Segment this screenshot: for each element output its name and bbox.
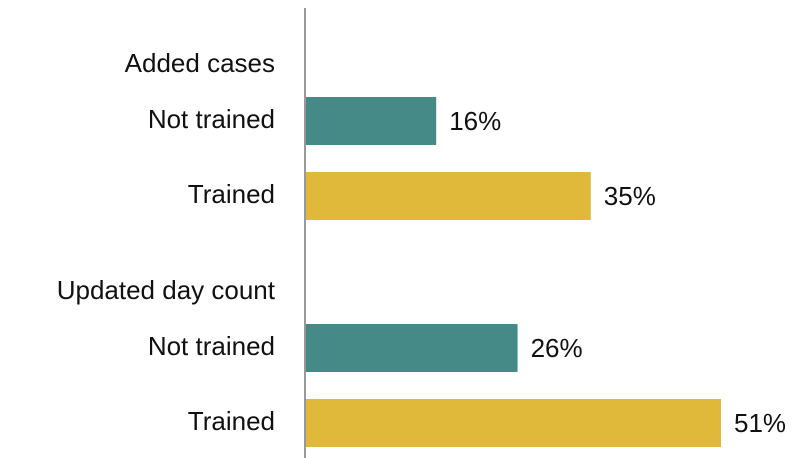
row-label: Trained — [188, 406, 275, 436]
value-label: 35% — [604, 181, 656, 211]
bar — [306, 324, 518, 372]
value-label: 51% — [734, 408, 786, 438]
group-label: Added cases — [125, 48, 275, 78]
row-label: Trained — [188, 179, 275, 209]
value-label: 26% — [531, 333, 583, 363]
bar — [306, 172, 591, 220]
value-label: 16% — [449, 106, 501, 136]
row-label: Not trained — [148, 104, 275, 134]
bar — [306, 97, 437, 145]
bar — [306, 399, 721, 447]
group-label: Updated day count — [57, 275, 276, 305]
row-label: Not trained — [148, 331, 275, 361]
